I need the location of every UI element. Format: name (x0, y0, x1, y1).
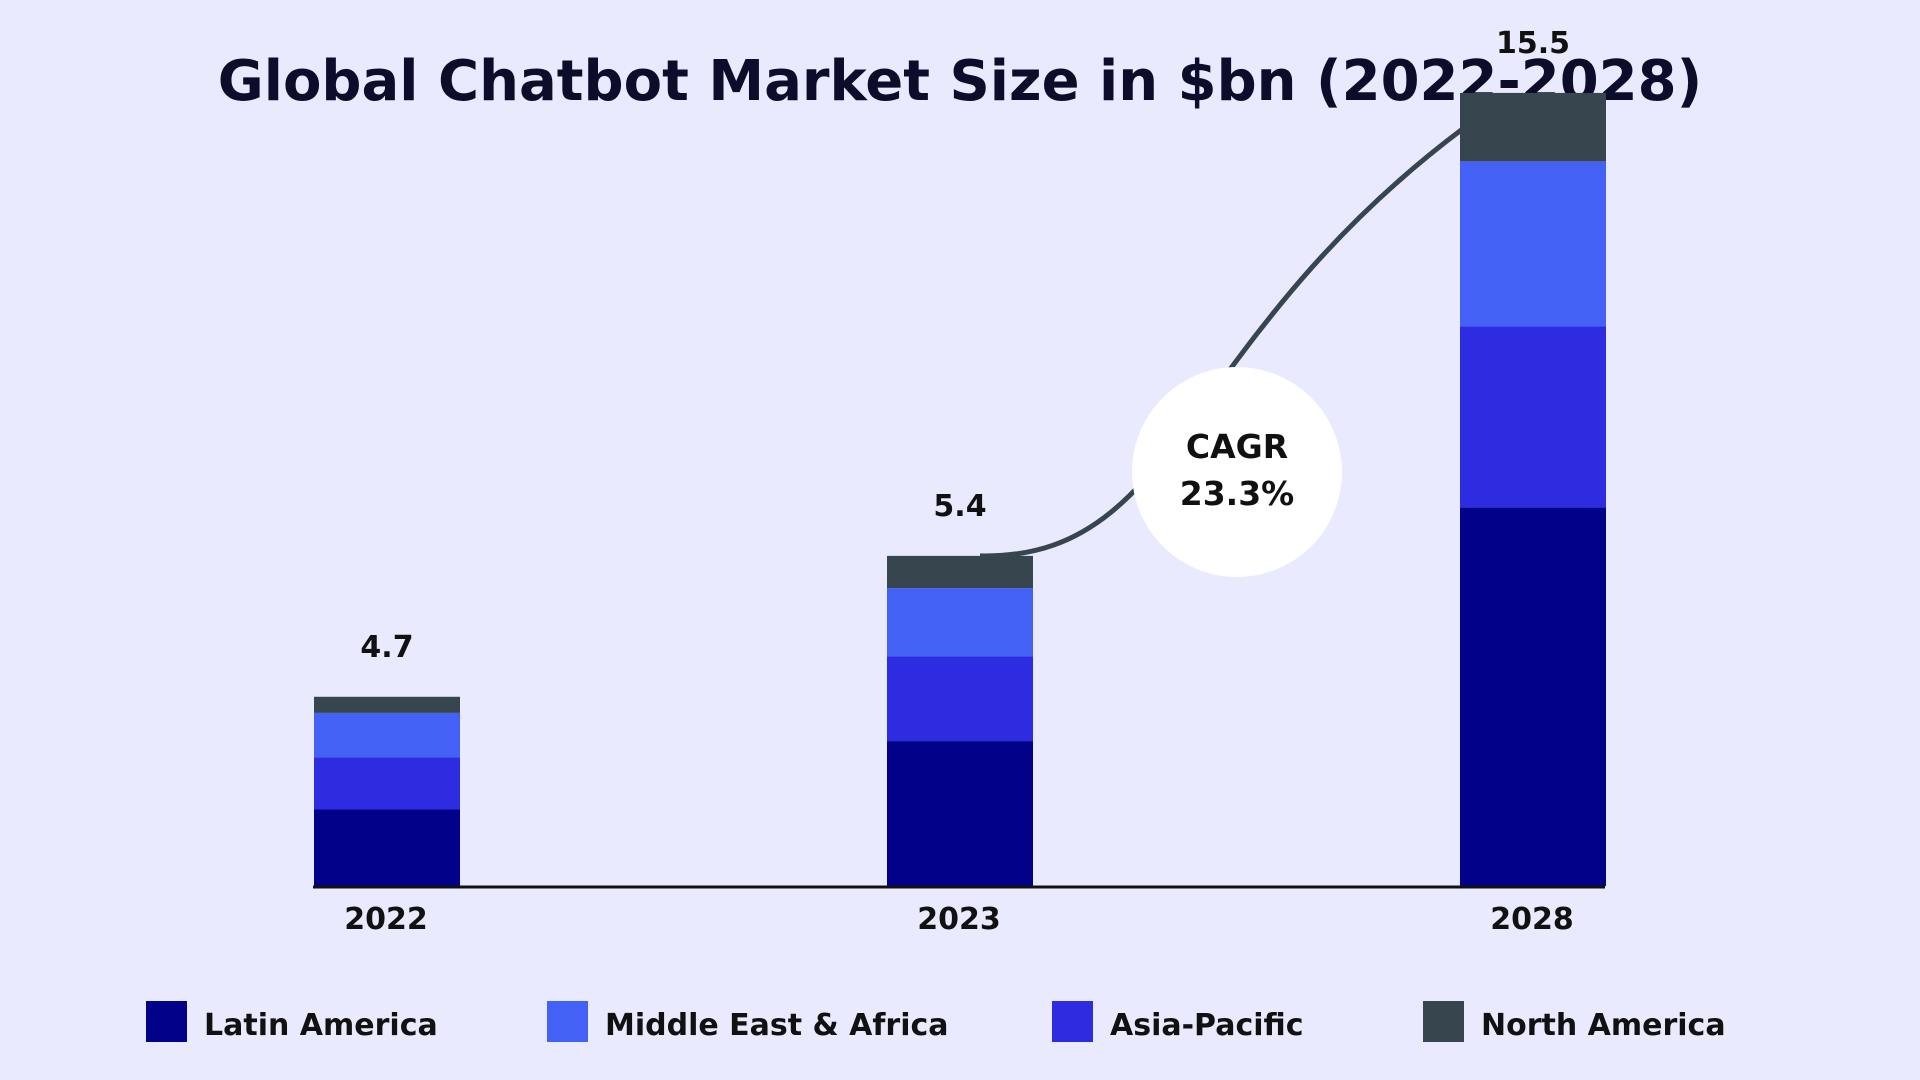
legend-label-north-america: North America (1481, 1008, 1726, 1043)
legend-swatch-asia-pacific (1052, 1001, 1093, 1042)
chart-title: Global Chatbot Market Size in $bn (2022-… (218, 49, 1702, 114)
bar-2022-middle-east-africa (314, 712, 460, 758)
bar-2023-latin-america (887, 741, 1033, 886)
total-label-2022: 4.7 (360, 630, 413, 665)
x-tick-label-2022: 2022 (344, 902, 428, 937)
x-tick-label-2028: 2028 (1490, 902, 1574, 937)
legend-swatch-north-america (1423, 1001, 1464, 1042)
legend-label-latin-america: Latin America (204, 1008, 438, 1043)
bar-2028-middle-east-africa (1460, 161, 1606, 327)
legend: Latin America Middle East & Africa Asia-Pa… (146, 1001, 1726, 1043)
x-tick-label-2023: 2023 (917, 902, 1001, 937)
bar-2023-asia-pacific (887, 656, 1033, 742)
bar-2023-north-america (887, 555, 1033, 589)
total-label-2023: 5.4 (933, 489, 986, 524)
bar-2028-latin-america (1460, 507, 1606, 886)
bar-2028-asia-pacific (1460, 326, 1606, 508)
legend-label-middle-east-africa: Middle East & Africa (605, 1008, 949, 1043)
bars-layer: 4.7 2022 5.4 2023 15.5 2028 (314, 26, 1606, 937)
legend-swatch-latin-america (146, 1001, 187, 1042)
cagr-annotation: CAGR 23.3% (979, 125, 1466, 577)
bar-2023-middle-east-africa (887, 588, 1033, 657)
bar-2028-north-america (1460, 92, 1606, 162)
cagr-badge (1132, 367, 1342, 577)
cagr-label: CAGR (1186, 427, 1288, 466)
legend-label-asia-pacific: Asia-Pacific (1110, 1008, 1304, 1043)
bar-2022-latin-america (314, 809, 460, 886)
bar-2022-north-america (314, 696, 460, 713)
total-label-2028: 15.5 (1496, 26, 1570, 61)
cagr-value: 23.3% (1180, 474, 1295, 513)
bar-2022-asia-pacific (314, 757, 460, 810)
legend-swatch-middle-east-africa (547, 1001, 588, 1042)
